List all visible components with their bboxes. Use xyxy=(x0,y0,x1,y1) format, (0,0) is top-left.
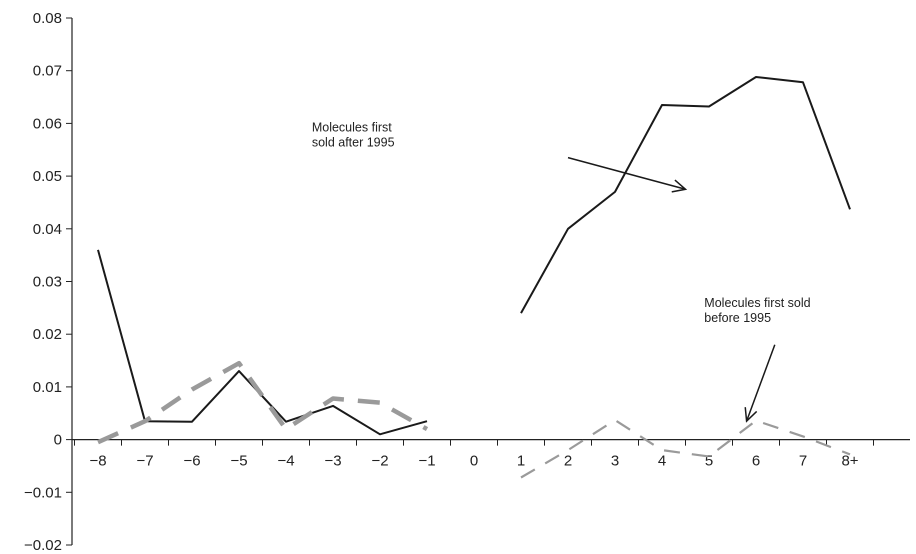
series-before-1995 xyxy=(97,360,851,479)
annotation-text: Molecules first xyxy=(312,120,392,134)
x-tick-label: −2 xyxy=(371,453,388,470)
y-tick-label: 0.02 xyxy=(33,326,62,343)
x-tick-label: 5 xyxy=(705,453,713,470)
annotation-text: before 1995 xyxy=(704,311,771,325)
x-tick-label: 8+ xyxy=(841,453,858,470)
y-tick-label: 0 xyxy=(54,432,62,449)
axes: 0.08 0.07 0.06 0.05 0.04 0.03 0.02 0.01 0 −0.01 −0… xyxy=(24,10,910,554)
series-after-1995 xyxy=(97,76,851,436)
y-tick-label: 0.01 xyxy=(33,379,62,396)
series-group xyxy=(97,76,851,479)
series-line xyxy=(97,249,428,436)
y-tick-label: 0.03 xyxy=(33,274,62,291)
y-tick-label: 0.04 xyxy=(33,221,62,238)
x-tick-label: 7 xyxy=(799,453,807,470)
annotation-text: Molecules first sold xyxy=(704,296,810,310)
y-tick-label: 0.06 xyxy=(33,115,62,132)
x-tick-label: −1 xyxy=(418,453,435,470)
x-tick-label: −4 xyxy=(277,453,294,470)
annotation-arrowhead xyxy=(744,407,758,423)
x-tick-label: −8 xyxy=(89,453,106,470)
series-line xyxy=(97,360,429,445)
x-tick-label: 3 xyxy=(611,453,619,470)
series-line xyxy=(520,76,851,314)
x-tick-label: 1 xyxy=(517,453,525,470)
series-line xyxy=(520,419,851,479)
x-tick-label: 4 xyxy=(658,453,666,470)
annotation-arrowhead xyxy=(671,179,688,193)
x-tick-label: 2 xyxy=(564,453,572,470)
x-tick-label: −3 xyxy=(324,453,341,470)
annotation-text: sold after 1995 xyxy=(312,135,395,149)
x-tick-label: −6 xyxy=(183,453,200,470)
x-tick-label: −5 xyxy=(230,453,247,470)
annotation-arrow xyxy=(745,344,776,422)
x-tick-label: 6 xyxy=(752,453,760,470)
x-tick-label: 0 xyxy=(470,453,478,470)
y-tick-label: −0.02 xyxy=(24,537,62,554)
annotation-arrow xyxy=(567,156,686,190)
y-tick-label: 0.07 xyxy=(33,63,62,80)
y-tick-label: −0.01 xyxy=(24,484,62,501)
y-tick-label: 0.05 xyxy=(33,168,62,185)
y-tick-label: 0.08 xyxy=(33,10,62,27)
x-tick-label: −7 xyxy=(136,453,153,470)
